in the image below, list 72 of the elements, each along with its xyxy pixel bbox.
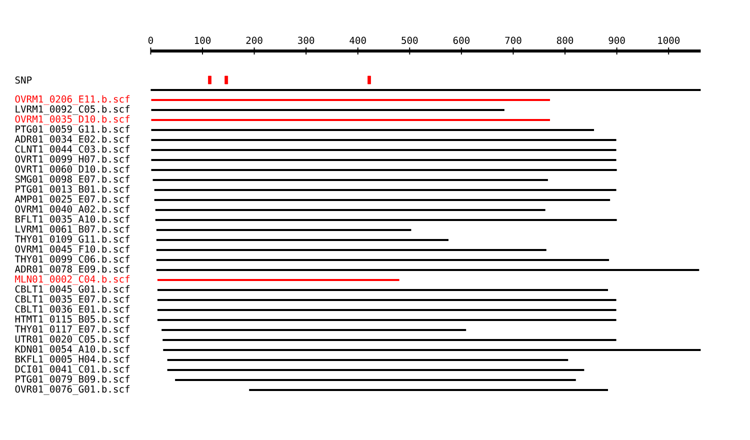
bar (167, 359, 568, 361)
y-tick-label: SNP (15, 76, 32, 84)
bar (156, 229, 412, 231)
x-tick-label: 500 (402, 36, 418, 44)
bar (249, 389, 608, 391)
y-tick-label: OVRT1_0099_H07.b.scf (15, 155, 130, 165)
x-tick-label: 900 (608, 36, 625, 44)
bar (157, 279, 400, 281)
y-tick-label: AMP01_0025_E07.b.scf (14, 195, 130, 205)
bar (151, 119, 550, 121)
bar (156, 269, 700, 271)
y-tick-label: OVRM1_0040_A02.b.scf (15, 205, 130, 215)
y-tick-label: ADR01_0034_E02.b.scf (14, 135, 130, 145)
x-tick-label: 1000 (658, 36, 680, 44)
y-tick-label: LVRM1_0092_C05.b.scf (16, 105, 130, 115)
bar (150, 89, 701, 91)
y-tick-label: UTR01_0020_C05.b.scf (15, 335, 130, 345)
x-tick-label: 400 (350, 36, 366, 44)
x-tick-label: 700 (505, 36, 522, 44)
y-tick-label: OVRT1_0060_D10.b.scf (15, 165, 130, 175)
bar (151, 99, 550, 101)
y-tick-label: CBLT1_0035_E07.b.scf (15, 295, 130, 305)
y-tick-label: THY01_0109_G11.b.scf (14, 235, 130, 245)
bar (154, 189, 616, 191)
y-tick-label: SMG01_0098_E07.b.scf (15, 175, 130, 185)
x-tick-label: 300 (298, 36, 314, 44)
y-tick-label: THY01_0117_E07.b.scf (14, 325, 130, 335)
bar (167, 369, 584, 371)
bar (151, 129, 594, 131)
y-tick-label: OVRM1_0035_D10.b.scf (15, 115, 130, 125)
y-tick-label: OVRM1_0206_E11.b.scf (15, 95, 130, 105)
bar (155, 219, 617, 221)
y-tick-label: ADR01_0078_E09.b.scf (14, 265, 130, 275)
bar (163, 349, 701, 351)
y-tick-label: BFLT1_0035_A10.b.scf (16, 215, 130, 225)
bar (155, 209, 546, 211)
y-tick-label: OVRM1_0045_F10.b.scf (15, 245, 130, 255)
y-tick-label: CBLT1_0036_E01.b.scf (15, 305, 130, 315)
bar (151, 149, 616, 151)
y-tick-label: PTG01_0013_B01.b.scf (16, 185, 130, 195)
bar (151, 109, 504, 111)
y-tick-label: THY01_0099_C06.b.scf (14, 255, 130, 265)
x-tick-label: 800 (556, 36, 574, 44)
y-tick-label: BKFL1_0005_H04.b.scf (16, 355, 130, 365)
y-tick-label: PTG01_0079_B09.b.scf (16, 375, 130, 385)
x-tick-label: 600 (453, 36, 470, 44)
x-tick-label: 200 (246, 36, 262, 44)
bar (156, 249, 546, 251)
bar (151, 159, 616, 161)
y-tick-label: LVRM1_0061_B07.b.scf (16, 225, 130, 235)
y-tick-label: KDN01_0054_A10.b.scf (15, 345, 130, 355)
x-tick-label: 0 (148, 36, 153, 44)
bar (162, 329, 466, 331)
y-tick-label: OVR01_0076_G01.b.scf (15, 385, 130, 395)
bar (152, 179, 548, 181)
bar (151, 139, 616, 141)
bar (157, 289, 608, 291)
y-tick-label: CLNT1_0044_C03.b.scf (15, 145, 130, 155)
bar (162, 339, 616, 341)
y-tick-label: DCI01_0041_C01.b.scf (15, 365, 130, 375)
bar (154, 199, 610, 201)
y-tick-label: MLN01_0002_C04.b.scf (15, 275, 130, 285)
y-tick-label: PTG01_0059_G11.b.scf (16, 125, 130, 135)
bar (157, 319, 616, 321)
bar (157, 299, 616, 301)
y-tick-label: CBLT1_0045_G01.b.scf (15, 285, 130, 295)
y-tick-label: HTMT1_0115_B05.b.scf (15, 315, 130, 325)
x-tick-label: 100 (194, 36, 211, 44)
bar (156, 259, 610, 261)
bar (156, 239, 448, 241)
bar (157, 309, 616, 311)
bar (151, 169, 617, 171)
